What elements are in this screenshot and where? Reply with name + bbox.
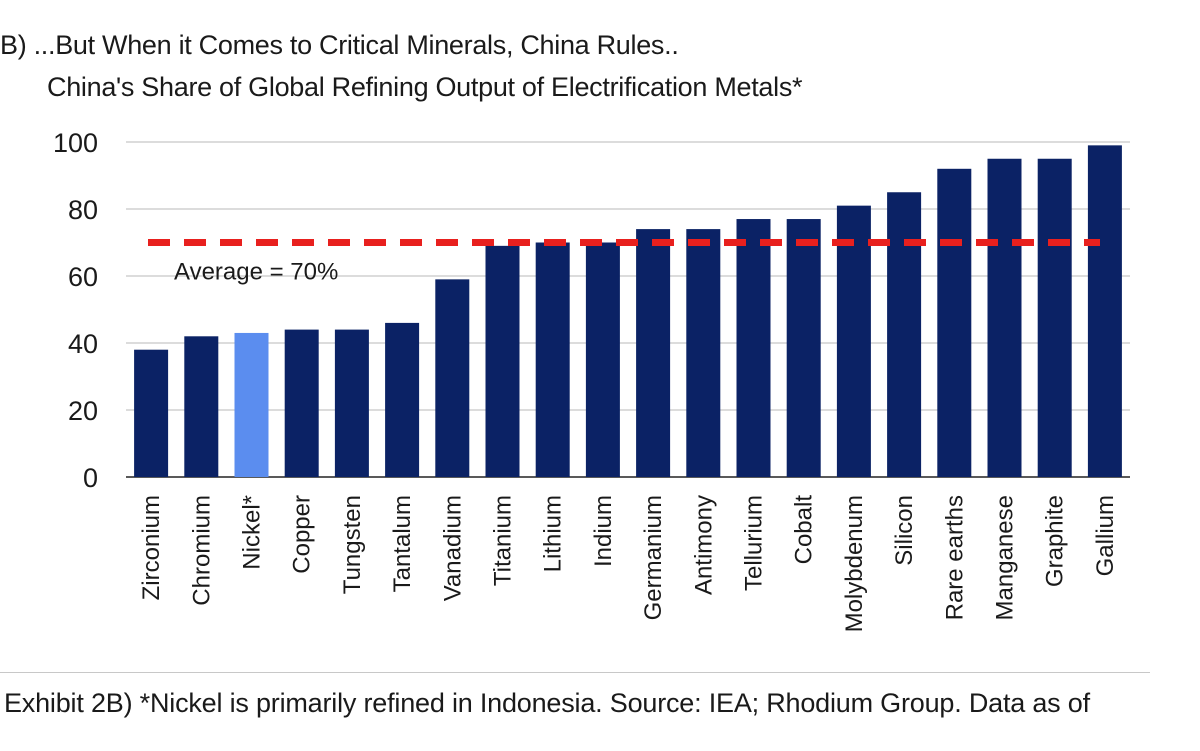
bar-nickel	[234, 332, 269, 477]
x-tick-label: Molybdenum	[841, 495, 868, 632]
bar-molybdenum	[836, 205, 871, 477]
bar-titanium	[485, 245, 520, 477]
bar-germanium	[636, 229, 671, 477]
bar-chart: 0 20 40 60 80 100 Average = 70% Zirconium Chro…	[53, 128, 1130, 633]
x-tick-label: Indium	[590, 495, 617, 567]
bar-rare-earths	[937, 168, 972, 478]
y-tick-label: 20	[68, 396, 98, 426]
x-tick-label: Lithium	[540, 495, 567, 572]
bar-vanadium	[435, 279, 470, 477]
bar-indium	[585, 242, 620, 477]
bar-tungsten	[334, 329, 369, 477]
bar-antimony	[686, 229, 721, 477]
x-tick-label: Tellurium	[741, 495, 768, 591]
x-tick-label: Chromium	[188, 495, 215, 606]
x-tick-label: Manganese	[992, 495, 1019, 620]
x-tick-label: Graphite	[1042, 495, 1069, 587]
y-tick-label: 40	[68, 329, 98, 359]
y-axis-ticks: 0 20 40 60 80 100	[53, 128, 98, 493]
x-tick-label: Vanadium	[439, 495, 466, 601]
x-tick-label: Antimony	[690, 495, 717, 595]
x-tick-label: Cobalt	[791, 495, 818, 565]
x-tick-label: Gallium	[1092, 495, 1119, 576]
bar-graphite	[1037, 158, 1072, 477]
bar-copper	[284, 329, 319, 477]
grid-lines	[126, 141, 1130, 478]
chart-subtitle: China's Share of Global Refining Output …	[47, 72, 803, 102]
y-tick-label: 0	[83, 463, 98, 493]
bar-zirconium	[134, 349, 169, 477]
average-label: Average = 70%	[174, 259, 338, 286]
bar-cobalt	[786, 219, 821, 478]
bar-tantalum	[385, 322, 420, 477]
bar-gallium	[1087, 145, 1122, 477]
y-tick-label: 80	[68, 195, 98, 225]
bar-manganese	[987, 158, 1022, 477]
x-tick-label: Zirconium	[138, 495, 165, 600]
chart-title: B) ...But When it Comes to Critical Mine…	[0, 30, 679, 60]
bar-lithium	[535, 242, 570, 477]
x-tick-label: Silicon	[891, 495, 918, 566]
bar-silicon	[887, 192, 922, 477]
footer-divider	[0, 672, 1150, 673]
bars	[134, 145, 1122, 478]
x-tick-label: Rare earths	[941, 495, 968, 620]
y-tick-label: 60	[68, 262, 98, 292]
x-tick-label: Nickel*	[239, 495, 266, 570]
bar-chromium	[184, 336, 219, 477]
x-tick-label: Titanium	[490, 495, 517, 586]
x-tick-label: Germanium	[640, 495, 667, 620]
x-tick-label: Tungsten	[339, 495, 366, 594]
x-tick-label: Tantalum	[389, 495, 416, 592]
footnote: Exhibit 2B) *Nickel is primarily refined…	[4, 688, 1090, 718]
average-line-group: Average = 70%	[148, 239, 1100, 286]
bar-tellurium	[736, 219, 771, 478]
y-tick-label: 100	[53, 128, 98, 158]
x-tick-label: Copper	[289, 495, 316, 574]
x-axis-ticks: Zirconium Chromium Nickel* Copper Tungsten Ta…	[138, 495, 1119, 633]
